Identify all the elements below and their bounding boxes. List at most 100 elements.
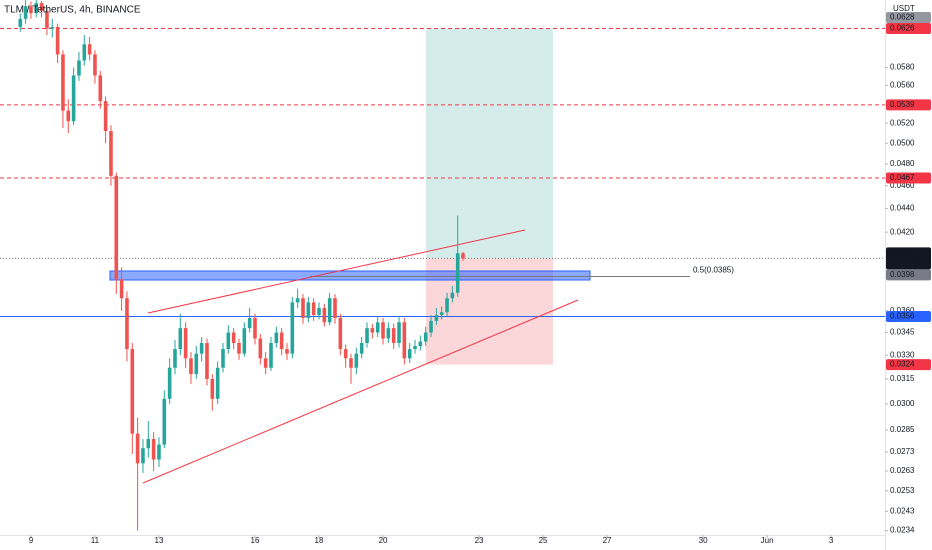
candle-body (87, 44, 92, 55)
x-tick-label: 9 (29, 536, 34, 545)
candle-body (386, 328, 391, 339)
candle-body (23, 6, 28, 19)
candle-body (119, 279, 124, 299)
candle-body (242, 328, 247, 354)
candle-body (285, 349, 289, 354)
candle-body (199, 342, 204, 354)
candle-body (167, 367, 172, 399)
candle-body (141, 448, 145, 464)
candle-body (194, 353, 199, 375)
candle-body (279, 332, 284, 350)
y-tick-label: 0.0460 (890, 181, 915, 190)
candle-body (50, 26, 55, 29)
price-label: 0.0539 (890, 100, 915, 109)
x-tick-label: 30 (699, 536, 708, 545)
x-tick-label: 13 (155, 536, 164, 545)
x-tick-label: 11 (91, 536, 100, 545)
price-label-box (886, 247, 931, 270)
candle-body (157, 444, 161, 460)
candle-body (365, 328, 369, 343)
candle-body (77, 60, 81, 76)
price-label-box (886, 311, 931, 323)
countdown: 03:54:09 (890, 259, 922, 268)
candle-body (39, 3, 44, 11)
candle-body (322, 307, 327, 323)
candle-body (274, 332, 279, 343)
candle-body (327, 298, 332, 323)
drawings-back: 0.5(0.0385) (0, 28, 885, 365)
candle-body (258, 338, 263, 359)
x-tick-label: 27 (603, 536, 612, 545)
candle-body (98, 75, 103, 102)
candle-body (311, 302, 316, 316)
candle-body (375, 322, 380, 333)
candle-body (178, 328, 183, 350)
x-tick-label: Jun (761, 536, 774, 545)
x-tick-label: 16 (251, 536, 260, 545)
candle-body (349, 358, 353, 368)
candle-body (333, 298, 337, 318)
candle-body (247, 317, 252, 329)
y-axis-label: USDT (893, 4, 915, 13)
candle-body (301, 298, 305, 318)
axes: 0.05800.05600.05200.05000.04800.04600.04… (29, 12, 931, 545)
price-label-box (886, 269, 931, 281)
candle-body (151, 439, 156, 460)
candle-body (55, 26, 60, 55)
candle-body (407, 349, 412, 359)
y-tick-label: 0.0234 (890, 526, 915, 535)
candle-body (253, 317, 257, 339)
candle-body (109, 131, 113, 176)
candle-body (338, 317, 343, 350)
candle-body (402, 322, 407, 359)
candle-body (461, 253, 465, 259)
candle-body (173, 349, 177, 368)
support-zone (109, 270, 591, 281)
y-tick-label: 0.0440 (890, 204, 915, 213)
y-tick-label: 0.0253 (890, 486, 915, 495)
price-label-box (886, 172, 931, 184)
candle-body (343, 349, 348, 359)
candle-body (295, 298, 300, 303)
y-tick-label: 0.0285 (890, 425, 915, 434)
candle-body (66, 110, 71, 122)
y-tick-label: 0.0420 (890, 227, 915, 236)
x-tick-label: 3 (829, 536, 834, 545)
candle-body (221, 349, 225, 368)
price-label-box (886, 99, 931, 111)
y-tick-label: 0.0263 (890, 466, 915, 475)
y-tick-label: 0.0345 (890, 328, 915, 337)
price-label: 0.0399 (890, 248, 915, 257)
candle-body (130, 349, 135, 434)
price-label: 0.0628 (890, 13, 915, 22)
y-tick-label: 0.0243 (890, 506, 915, 515)
candle-body (205, 342, 209, 379)
y-tick-label: 0.0560 (890, 80, 915, 89)
candle-body (82, 44, 87, 61)
candle-body (114, 175, 119, 280)
x-tick-label: 20 (379, 536, 388, 545)
candle-body (397, 322, 401, 343)
price-label: 0.0356 (890, 312, 915, 321)
candle-body (237, 342, 241, 354)
y-tick-label: 0.0300 (890, 399, 915, 408)
candle-body (439, 312, 444, 316)
candle-body (418, 341, 423, 347)
candle-body (450, 292, 455, 299)
candle-body (391, 328, 396, 343)
candle-body (45, 10, 49, 29)
candle-body (183, 328, 188, 359)
y-tick-label: 0.0360 (890, 306, 915, 315)
candle-body (71, 75, 76, 122)
price-label: 0.0398 (890, 270, 915, 279)
candle-body (423, 332, 428, 342)
candle-body (290, 302, 295, 354)
y-tick-label: 0.0330 (890, 350, 915, 359)
candle-body (263, 358, 268, 368)
candle-body (215, 367, 220, 399)
trend-line (142, 299, 579, 484)
price-label: 0.0467 (890, 173, 915, 182)
candle-body (34, 3, 39, 14)
candle-body (455, 253, 460, 293)
